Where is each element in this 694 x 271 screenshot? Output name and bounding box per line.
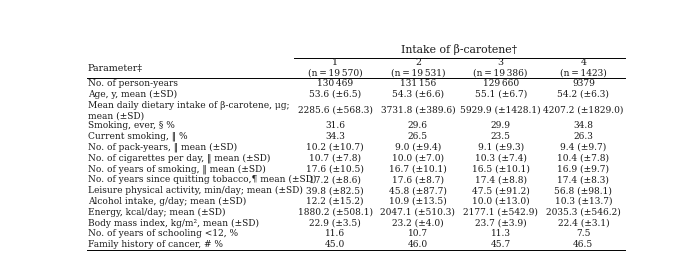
Text: No. of years of smoking, ‖ mean (±SD): No. of years of smoking, ‖ mean (±SD) — [88, 164, 266, 174]
Text: No. of cigarettes per day, ‖ mean (±SD): No. of cigarettes per day, ‖ mean (±SD) — [88, 153, 270, 163]
Text: 10.3 (±7.4): 10.3 (±7.4) — [475, 154, 527, 163]
Text: 31.6: 31.6 — [325, 121, 345, 130]
Text: 17.6 (±8.7): 17.6 (±8.7) — [392, 175, 444, 184]
Text: Alcohol intake, g/day; mean (±SD): Alcohol intake, g/day; mean (±SD) — [88, 197, 246, 206]
Text: 22.9 (±3.5): 22.9 (±3.5) — [310, 218, 361, 228]
Text: 16.7 (±10.1): 16.7 (±10.1) — [389, 164, 447, 173]
Text: 5929.9 (±1428.1): 5929.9 (±1428.1) — [460, 105, 541, 114]
Text: 2035.3 (±546.2): 2035.3 (±546.2) — [546, 208, 620, 217]
Text: 10.4 (±7.8): 10.4 (±7.8) — [557, 154, 609, 163]
Text: 54.2 (±6.3): 54.2 (±6.3) — [557, 90, 609, 99]
Text: 46.0: 46.0 — [408, 240, 428, 249]
Text: 26.5: 26.5 — [408, 132, 428, 141]
Text: 10.3 (±13.7): 10.3 (±13.7) — [555, 197, 612, 206]
Text: 1: 1 — [332, 59, 338, 67]
Text: 23.2 (±4.0): 23.2 (±4.0) — [392, 218, 443, 228]
Text: 4: 4 — [580, 59, 586, 67]
Text: 129 660: 129 660 — [482, 79, 518, 88]
Text: No. of person-years: No. of person-years — [88, 79, 178, 88]
Text: 10.2 (±10.7): 10.2 (±10.7) — [306, 143, 364, 152]
Text: Current smoking, ‖ %: Current smoking, ‖ % — [88, 132, 187, 141]
Text: 9379: 9379 — [572, 79, 595, 88]
Text: No. of years of schooling <12, %: No. of years of schooling <12, % — [88, 229, 238, 238]
Text: 17.2 (±8.6): 17.2 (±8.6) — [310, 175, 361, 184]
Text: 56.8 (±98.1): 56.8 (±98.1) — [555, 186, 612, 195]
Text: No. of years since quitting tobacco,¶ mean (±SD): No. of years since quitting tobacco,¶ me… — [88, 175, 316, 184]
Text: (n = 19 570): (n = 19 570) — [308, 69, 362, 78]
Text: 16.5 (±10.1): 16.5 (±10.1) — [472, 164, 530, 173]
Text: Leisure physical activity, min/day; mean (±SD): Leisure physical activity, min/day; mean… — [88, 186, 303, 195]
Text: 53.6 (±6.5): 53.6 (±6.5) — [309, 90, 362, 99]
Text: 3731.8 (±389.6): 3731.8 (±389.6) — [380, 105, 455, 114]
Text: 10.7 (±7.8): 10.7 (±7.8) — [310, 154, 361, 163]
Text: (n = 19 531): (n = 19 531) — [391, 69, 445, 78]
Text: Mean daily dietary intake of β-carotene, μg;
mean (±SD): Mean daily dietary intake of β-carotene,… — [88, 101, 289, 121]
Text: (n = 19 386): (n = 19 386) — [473, 69, 528, 78]
Text: 17.4 (±8.8): 17.4 (±8.8) — [475, 175, 527, 184]
Text: 11.6: 11.6 — [325, 229, 345, 238]
Text: Energy, kcal/day; mean (±SD): Energy, kcal/day; mean (±SD) — [88, 208, 226, 217]
Text: 39.8 (±82.5): 39.8 (±82.5) — [306, 186, 364, 195]
Text: 47.5 (±91.2): 47.5 (±91.2) — [472, 186, 530, 195]
Text: 29.6: 29.6 — [408, 121, 428, 130]
Text: 17.4 (±8.3): 17.4 (±8.3) — [557, 175, 609, 184]
Text: 2: 2 — [415, 59, 421, 67]
Text: 17.6 (±10.5): 17.6 (±10.5) — [306, 164, 364, 173]
Text: 9.4 (±9.7): 9.4 (±9.7) — [560, 143, 607, 152]
Text: 1880.2 (±508.1): 1880.2 (±508.1) — [298, 208, 373, 217]
Text: 16.9 (±9.7): 16.9 (±9.7) — [557, 164, 609, 173]
Text: No. of pack-years, ‖ mean (±SD): No. of pack-years, ‖ mean (±SD) — [88, 143, 237, 152]
Text: 34.3: 34.3 — [325, 132, 345, 141]
Text: Parameter‡: Parameter‡ — [88, 64, 143, 73]
Text: 29.9: 29.9 — [491, 121, 511, 130]
Text: 26.3: 26.3 — [573, 132, 593, 141]
Text: 7.5: 7.5 — [576, 229, 591, 238]
Text: 12.2 (±15.2): 12.2 (±15.2) — [307, 197, 364, 206]
Text: 45.0: 45.0 — [325, 240, 346, 249]
Text: Smoking, ever, § %: Smoking, ever, § % — [88, 121, 175, 130]
Text: 55.1 (±6.7): 55.1 (±6.7) — [475, 90, 527, 99]
Text: 10.0 (±13.0): 10.0 (±13.0) — [472, 197, 530, 206]
Text: 45.8 (±87.7): 45.8 (±87.7) — [389, 186, 447, 195]
Text: 4207.2 (±1829.0): 4207.2 (±1829.0) — [543, 105, 623, 114]
Text: 54.3 (±6.6): 54.3 (±6.6) — [392, 90, 444, 99]
Text: 2285.6 (±568.3): 2285.6 (±568.3) — [298, 105, 373, 114]
Text: Family history of cancer, # %: Family history of cancer, # % — [88, 240, 223, 249]
Text: 23.7 (±3.9): 23.7 (±3.9) — [475, 218, 527, 228]
Text: 3: 3 — [498, 59, 504, 67]
Text: 46.5: 46.5 — [573, 240, 593, 249]
Text: 45.7: 45.7 — [491, 240, 511, 249]
Text: Intake of β-carotene†: Intake of β-carotene† — [401, 44, 517, 55]
Text: Age, y, mean (±SD): Age, y, mean (±SD) — [88, 90, 177, 99]
Text: 11.3: 11.3 — [491, 229, 511, 238]
Text: 22.4 (±3.1): 22.4 (±3.1) — [557, 218, 609, 228]
Text: 131 156: 131 156 — [400, 79, 436, 88]
Text: 34.8: 34.8 — [573, 121, 593, 130]
Text: 2177.1 (±542.9): 2177.1 (±542.9) — [463, 208, 538, 217]
Text: 9.1 (±9.3): 9.1 (±9.3) — [477, 143, 524, 152]
Text: 130 469: 130 469 — [317, 79, 353, 88]
Text: 9.0 (±9.4): 9.0 (±9.4) — [395, 143, 441, 152]
Text: 23.5: 23.5 — [491, 132, 511, 141]
Text: (n = 1423): (n = 1423) — [560, 69, 607, 78]
Text: 10.0 (±7.0): 10.0 (±7.0) — [392, 154, 444, 163]
Text: Body mass index, kg/m², mean (±SD): Body mass index, kg/m², mean (±SD) — [88, 218, 259, 228]
Text: 10.7: 10.7 — [408, 229, 428, 238]
Text: 10.9 (±13.5): 10.9 (±13.5) — [389, 197, 447, 206]
Text: 2047.1 (±510.3): 2047.1 (±510.3) — [380, 208, 455, 217]
